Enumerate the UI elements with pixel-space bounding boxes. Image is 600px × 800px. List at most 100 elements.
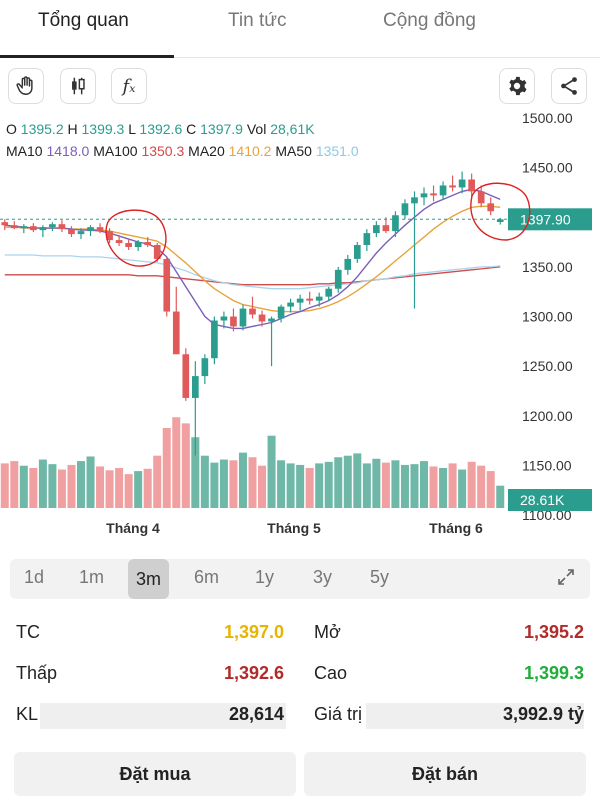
share-button[interactable] [551,68,587,104]
volume-bar [343,455,352,508]
candle-body [30,226,37,231]
candle-body [373,225,380,234]
candle-body [344,258,352,270]
expand-icon[interactable] [556,567,576,592]
candle-body [239,308,247,327]
volume-bar [210,462,219,508]
range-1y[interactable]: 1y [255,567,275,587]
range-selector: 1d 1m 3m 6m 1y 3y 5y [10,559,590,599]
candle-body [315,296,323,301]
candle-body [334,269,342,289]
volume-bar [134,471,143,508]
close-label: C [186,121,197,137]
chart-type-button[interactable] [60,68,96,104]
candle-body [96,227,104,232]
sell-button[interactable]: Đặt bán [304,752,586,796]
candle-body [468,179,475,192]
candle-body [449,185,456,188]
candle-body [353,245,361,259]
volume-bar [296,464,305,508]
volume-bar [29,468,38,508]
mo-value: 1,395.2 [523,622,584,642]
volume-bar [229,460,238,508]
candle-body [182,354,190,398]
indicators-button[interactable]: fₓ [111,68,147,104]
tab-news[interactable]: Tin tức [228,10,287,31]
volume-bar [429,466,438,508]
volume-bar [486,471,495,508]
hand-tool-button[interactable] [8,68,44,104]
y-tick-label: 1200.00 [522,408,573,424]
cao-value: 1,399.3 [523,663,584,683]
volume-bar [362,463,371,508]
price-chart[interactable]: 1500.001450.001400.001350.001300.001250.… [0,110,600,546]
volume-bar [248,457,257,508]
ma-legend: MA10 1418.0 MA100 1350.3 MA20 1410.2 MA5… [6,143,359,159]
candle-body [496,219,504,222]
volume-bar [19,465,28,508]
tc-label: TC [16,622,40,642]
kl-value: 28,614 [228,704,284,724]
hand-icon [16,76,33,95]
range-1m[interactable]: 1m [79,567,105,587]
candle-body [191,376,199,398]
candle-body [287,302,294,307]
candle-body [382,225,390,232]
candle-body [144,242,152,246]
candle-body [411,197,418,204]
volume-bar [391,460,400,508]
candle-body [306,298,314,301]
cao-label: Cao [314,663,348,683]
range-3m[interactable]: 3m [128,559,170,599]
volume-bar [219,459,228,508]
ma100-line [4,266,501,286]
volume-bar [153,455,162,508]
candle-body [296,298,304,303]
volume-bar [124,474,133,508]
range-1d[interactable]: 1d [24,567,45,587]
volume-bar [115,468,124,508]
volume-bar [400,464,409,508]
tab-community[interactable]: Cộng đồng [383,10,476,31]
volume-bar [105,470,114,508]
giatri-row-bg [366,703,584,729]
candle-body [230,316,237,327]
candle-body [268,318,275,322]
top-tabs: Tổng quan Tin tức Cộng đồng [0,0,600,58]
ohlc-legend: O 1395.2 H 1399.3 L 1392.6 C 1397.9 Vol … [6,121,315,137]
giatri-label: Giá trị [314,704,363,724]
range-6m[interactable]: 6m [194,567,220,587]
volume-bar [143,468,152,508]
last-price-label: 1397.90 [520,211,571,227]
candle-body [172,311,180,355]
active-tab-indicator [0,55,174,58]
volume-bar [181,423,190,508]
candle-body [163,258,171,312]
share-icon [561,77,577,95]
volume-bar [305,468,314,508]
tab-overview[interactable]: Tổng quan [38,10,129,31]
volume-bar [162,428,171,508]
settings-button[interactable] [499,68,535,104]
ma100-label: MA100 [93,143,138,159]
candle-body [477,191,485,204]
volume-bar [48,464,57,508]
high-label: H [67,121,78,137]
range-3y[interactable]: 3y [313,567,333,587]
range-5y[interactable]: 5y [370,567,390,587]
candle-body [487,203,495,212]
ma10-label: MA10 [6,143,43,159]
ma20-label: MA20 [188,143,225,159]
buy-button[interactable]: Đặt mua [14,752,296,796]
candle-body [10,225,18,229]
low-label: L [128,121,136,137]
y-tick-label: 1100.00 [522,507,572,523]
candle-body [106,231,113,241]
volume-bar [76,461,85,508]
volume-bar [467,461,476,508]
thap-label: Thấp [16,663,58,683]
candle-body [258,314,266,322]
y-tick-label: 1500.00 [522,110,573,126]
thap-value: 1,392.6 [223,663,284,683]
candle-body [58,224,66,230]
